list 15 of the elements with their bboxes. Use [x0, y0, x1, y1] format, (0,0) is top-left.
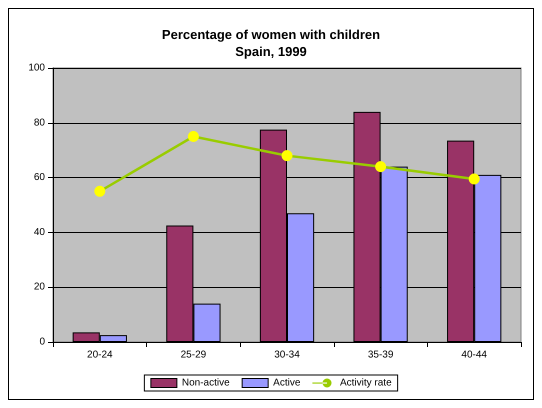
y-tick-label: 40	[34, 226, 46, 238]
x-tick-label: 30-34	[274, 350, 300, 360]
y-tick-label: 100	[28, 62, 46, 74]
x-tick-label: 20-24	[87, 350, 114, 360]
y-tick-label: 20	[34, 282, 46, 293]
legend-label: Activity rate	[340, 378, 392, 388]
y-tick-label: 80	[34, 117, 46, 128]
y-tick-label: 60	[34, 172, 46, 184]
legend-label: Active	[273, 378, 301, 388]
y-tick-label: 0	[39, 336, 46, 348]
x-tick-label: 35-39	[368, 350, 394, 360]
chart-title: Percentage of women with children Spain, 1999	[162, 27, 380, 59]
x-tick-label: 40-44	[461, 350, 488, 360]
x-tick-label: 25-29	[180, 350, 207, 360]
legend-label: Non-active	[182, 378, 230, 388]
